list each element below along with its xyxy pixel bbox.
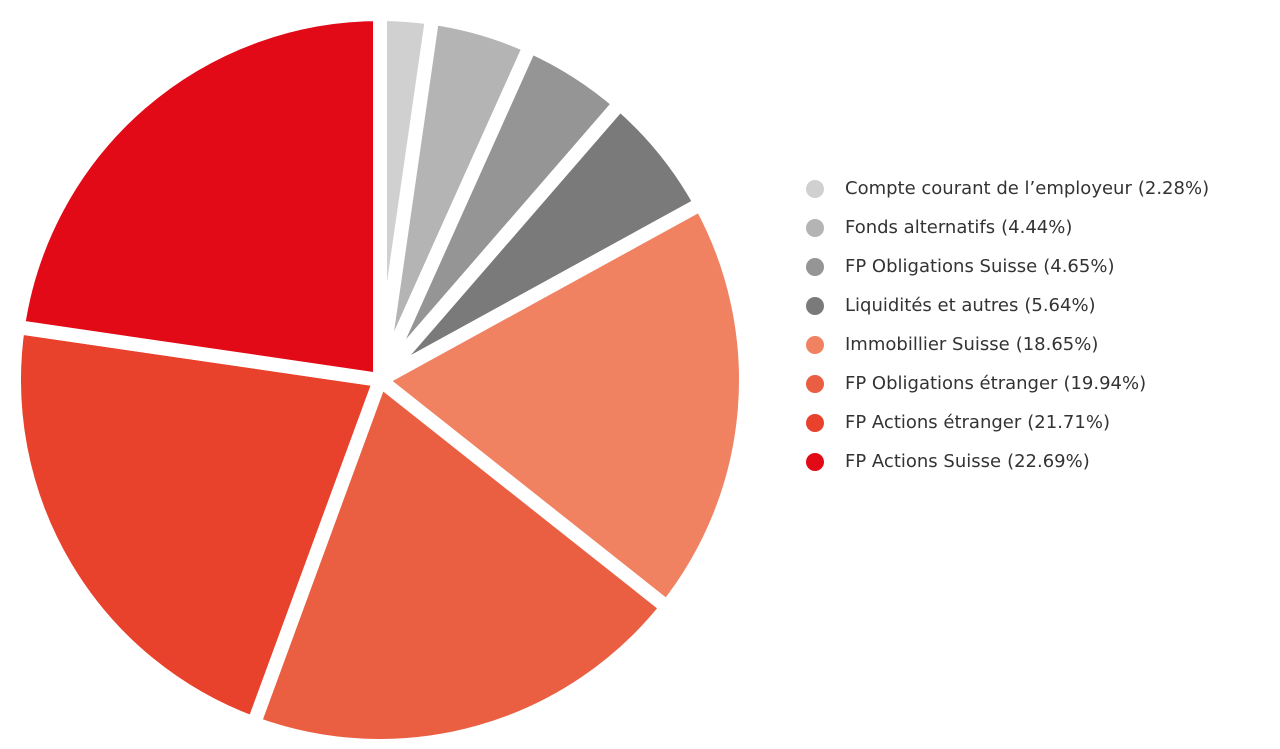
legend-swatch xyxy=(806,219,824,237)
legend-swatch xyxy=(806,258,824,276)
legend-label: Immobillier Suisse (18.65%) xyxy=(845,334,1098,355)
legend-label: FP Obligations Suisse (4.65%) xyxy=(845,256,1114,277)
legend-name: Immobillier Suisse xyxy=(845,334,1010,355)
legend-label: FP Actions Suisse (22.69%) xyxy=(845,451,1090,472)
legend-value: (19.94%) xyxy=(1063,373,1146,394)
legend-swatch xyxy=(806,414,824,432)
legend-value: (18.65%) xyxy=(1016,334,1099,355)
legend-swatch xyxy=(806,336,824,354)
legend-swatch xyxy=(806,297,824,315)
legend-value: (21.71%) xyxy=(1027,412,1110,433)
legend-swatch xyxy=(806,180,824,198)
legend-name: FP Actions Suisse xyxy=(845,451,1001,472)
pie-slice xyxy=(246,373,674,749)
legend-swatch xyxy=(806,453,824,471)
legend-name: FP Obligations étranger xyxy=(845,373,1058,394)
legend-label: Compte courant de l’employeur (2.28%) xyxy=(845,178,1209,199)
legend-value: (2.28%) xyxy=(1138,178,1209,199)
pie-slice xyxy=(10,7,387,387)
pie-slice xyxy=(373,196,753,615)
legend-value: (4.65%) xyxy=(1043,256,1114,277)
legend-name: FP Obligations Suisse xyxy=(845,256,1037,277)
legend-name: Compte courant de l’employeur xyxy=(845,178,1132,199)
legend-label: Fonds alternatifs (4.44%) xyxy=(845,217,1072,238)
legend-name: FP Actions étranger xyxy=(845,412,1022,433)
legend-value: (22.69%) xyxy=(1007,451,1090,472)
legend-swatch xyxy=(806,375,824,393)
legend-label: FP Obligations étranger (19.94%) xyxy=(845,373,1146,394)
pie-slice xyxy=(7,320,387,731)
legend-label: Liquidités et autres (5.64%) xyxy=(845,295,1096,316)
legend-name: Liquidités et autres xyxy=(845,295,1018,316)
legend-value: (4.44%) xyxy=(1001,217,1072,238)
legend-name: Fonds alternatifs xyxy=(845,217,995,238)
legend-label: FP Actions étranger (21.71%) xyxy=(845,412,1110,433)
legend-value: (5.64%) xyxy=(1024,295,1095,316)
